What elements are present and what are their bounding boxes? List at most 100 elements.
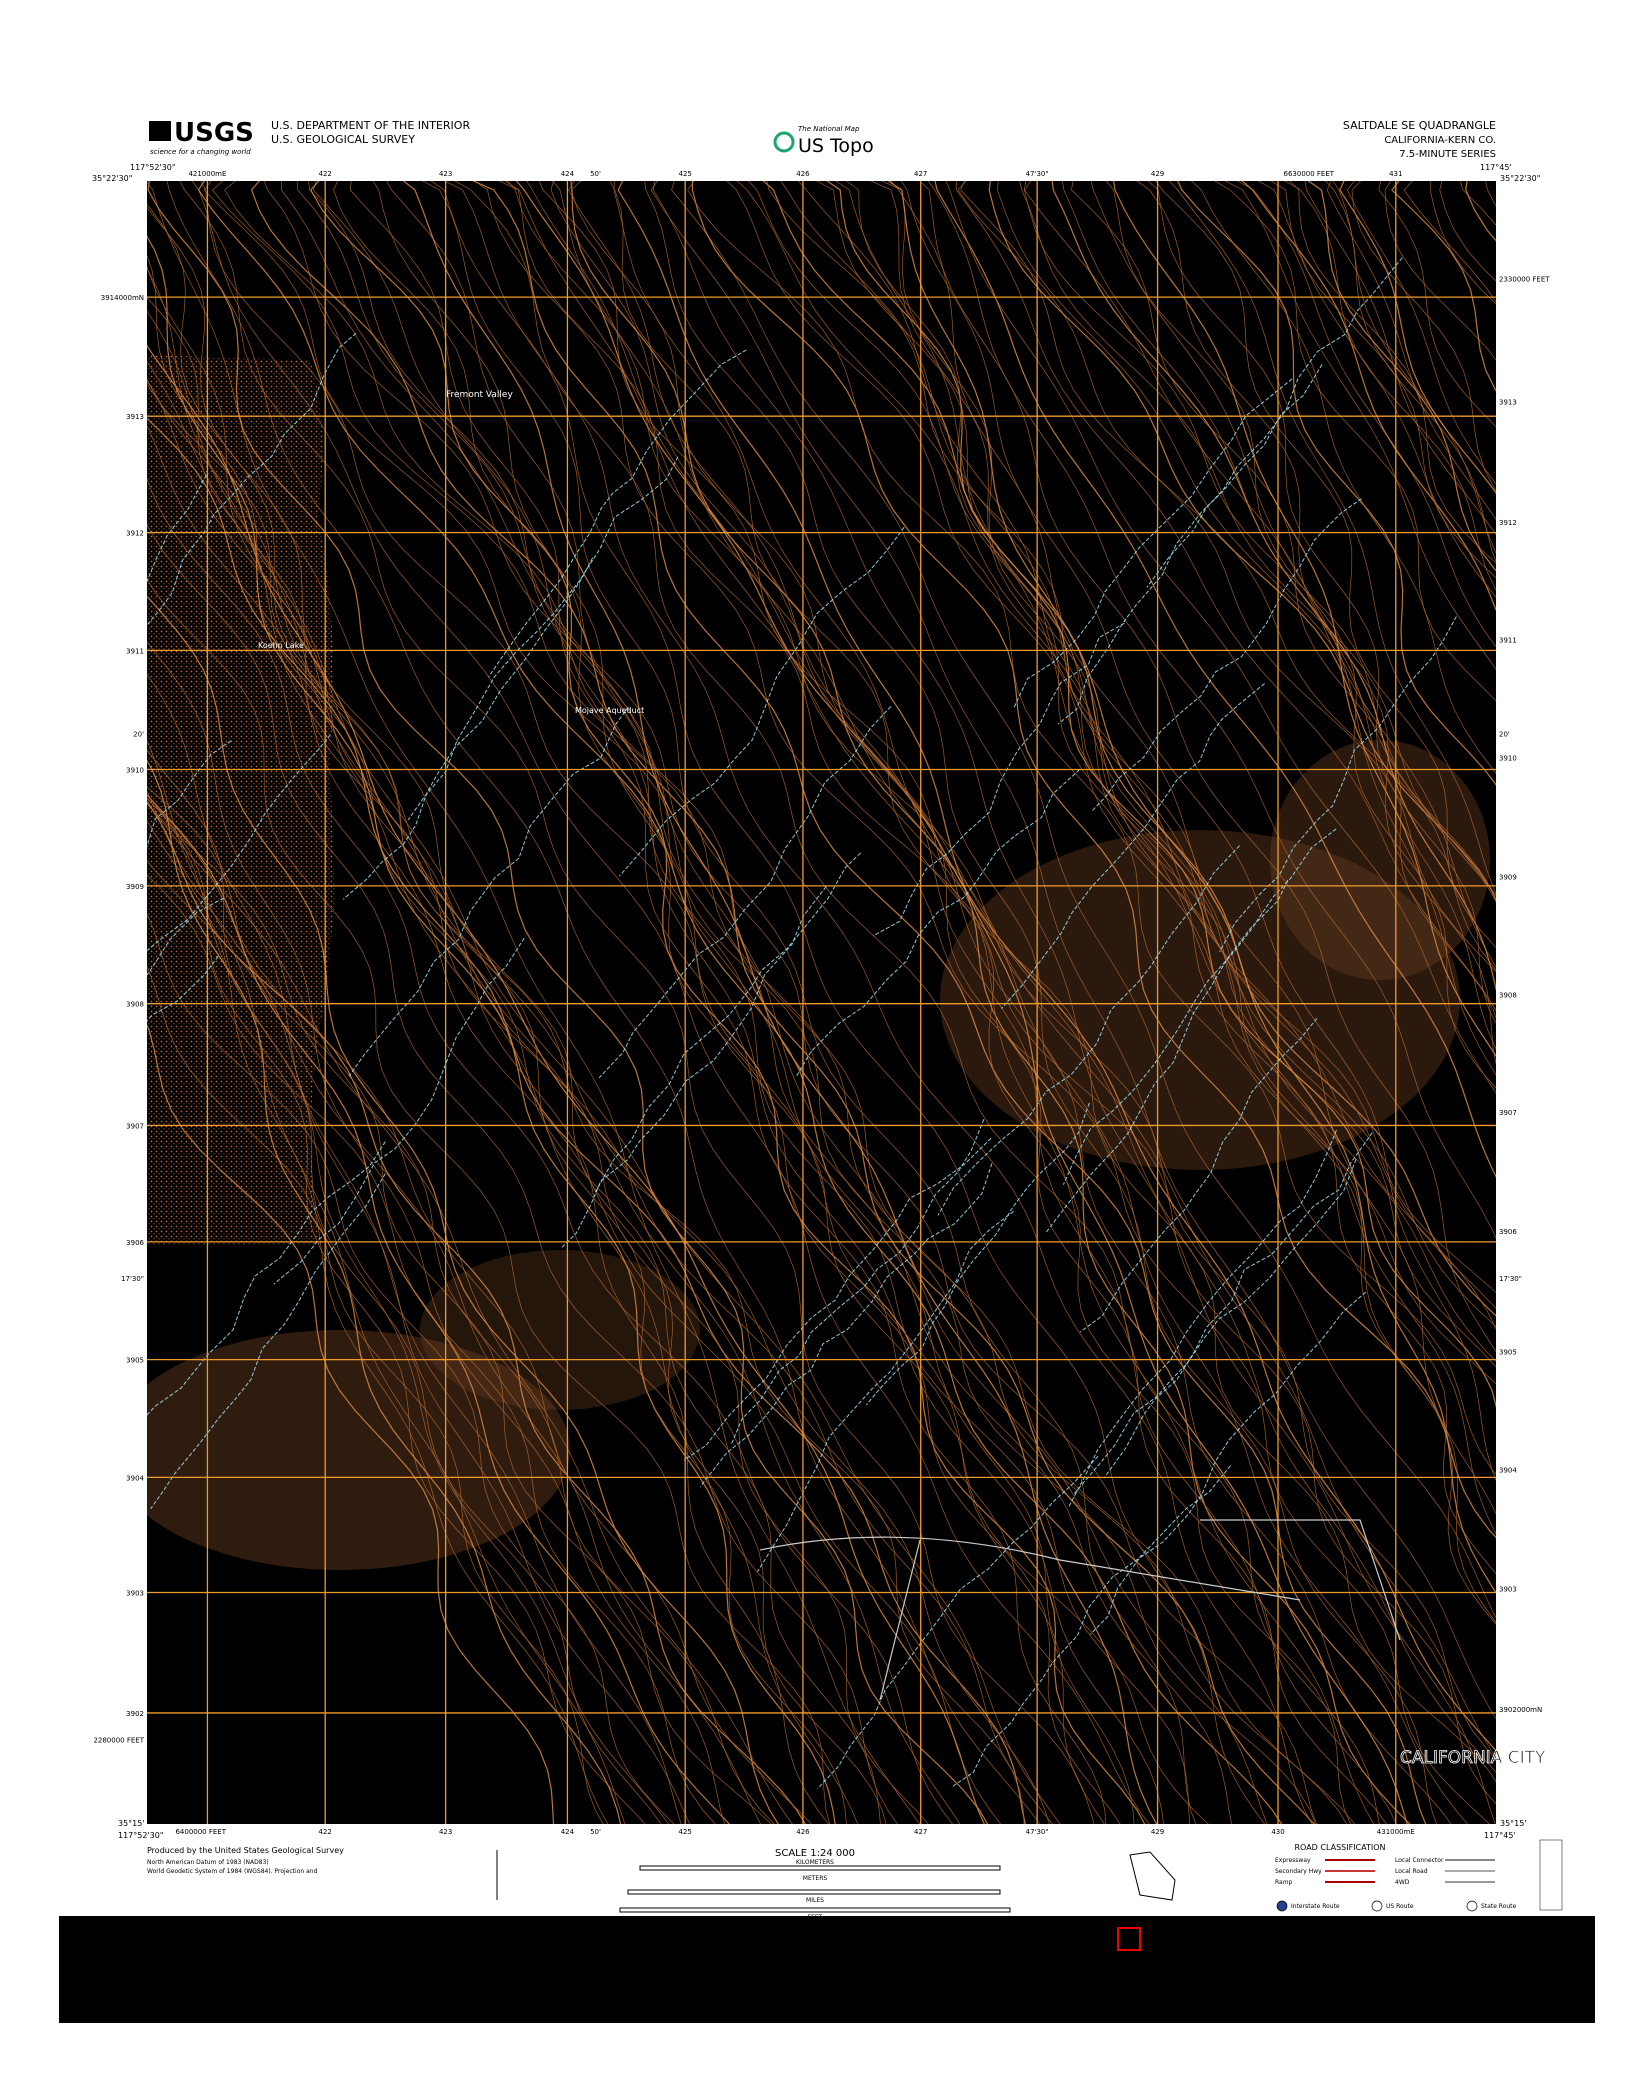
dry-lake	[147, 355, 335, 1245]
stream	[1045, 879, 1289, 1233]
contour-line	[147, 966, 604, 1824]
contour-line	[996, 181, 1496, 903]
grid-label: 3906	[1499, 1228, 1517, 1236]
grid-label: 3908	[1499, 991, 1517, 999]
quadrangle: SALTDALE SE QUADRANGLE	[1343, 119, 1496, 132]
stream	[348, 706, 629, 1077]
contour-line	[1024, 181, 1496, 968]
contour-line	[945, 181, 1496, 1094]
stream	[1062, 828, 1337, 1185]
stream	[407, 456, 679, 821]
contour-line	[250, 181, 1315, 1824]
contour-line	[498, 181, 1496, 1805]
contour-line	[1284, 181, 1496, 591]
grid-label: 425	[678, 170, 691, 178]
contour-line	[197, 181, 1283, 1824]
contour-line	[1339, 181, 1496, 495]
contour-line	[147, 801, 807, 1824]
contour-line	[1289, 181, 1496, 564]
contour-line	[147, 477, 953, 1824]
grid-label: 431	[1389, 170, 1402, 178]
stream	[147, 474, 207, 583]
route-label: State Route	[1481, 1903, 1517, 1910]
contour-line	[1556, 170, 1638, 1830]
contour-line	[617, 181, 1408, 1824]
program-small: The National Map	[798, 125, 860, 133]
grid-label: 3911	[126, 647, 144, 655]
grid-label: 50'	[590, 1828, 601, 1836]
contour-line	[147, 382, 1025, 1824]
program: US Topo	[798, 135, 874, 157]
contour-line	[147, 759, 622, 1824]
stream	[872, 622, 1125, 937]
stream	[1057, 364, 1323, 725]
contour-line	[1304, 181, 1496, 536]
contour-line	[386, 181, 1135, 1824]
place-label: Koehn Lake	[258, 641, 304, 650]
contour-line	[1168, 181, 1496, 895]
scale-unit: FEET	[808, 1914, 823, 1921]
contour-line	[147, 379, 1054, 1824]
contour-line	[691, 181, 1496, 1539]
contour-line	[147, 798, 812, 1824]
contour-line	[919, 181, 1496, 1353]
grid-label: 2280000 FEET	[93, 1737, 144, 1745]
contour-line	[780, 181, 1496, 1309]
stream	[1090, 1291, 1367, 1635]
scale-bar	[639, 1865, 1001, 1871]
contour-line	[203, 181, 1316, 1824]
contour-line	[1625, 170, 1638, 1830]
contour-line	[281, 181, 1268, 1824]
contour-line	[538, 181, 1496, 1783]
route-label: Interstate Route	[1291, 1903, 1340, 1910]
contour-line	[1062, 181, 1496, 1050]
grid-label: 3912	[126, 530, 144, 538]
contour-line	[147, 297, 929, 1824]
contour-line	[1346, 181, 1496, 485]
grid-label: 6630000 FEET	[1284, 170, 1335, 178]
contour-line	[1112, 181, 1496, 1057]
grid-label: 47'30"	[1026, 170, 1049, 178]
stream	[1091, 498, 1362, 812]
contour-line	[1237, 181, 1496, 648]
grid-label: 429	[1151, 170, 1164, 178]
contour-line	[1614, 170, 1638, 1830]
contour-line	[147, 797, 646, 1824]
contour-line	[650, 181, 1496, 1720]
department: U.S. DEPARTMENT OF THE INTERIOR	[271, 119, 470, 132]
contour-line	[147, 874, 716, 1824]
grid-label: 17'30"	[121, 1275, 144, 1283]
contour-line	[726, 181, 1496, 1385]
stream	[147, 740, 232, 848]
contour-line	[372, 181, 1105, 1824]
series: 7.5-MINUTE SERIES	[1399, 149, 1496, 160]
grid-label: 6400000 FEET	[175, 1828, 226, 1836]
contour-line	[1257, 181, 1496, 598]
contour-line	[797, 181, 1496, 1330]
contour-line	[870, 181, 1496, 1623]
grid-label: 3911	[1499, 637, 1517, 645]
grid-label: 427	[914, 1828, 927, 1836]
survey: U.S. GEOLOGICAL SURVEY	[271, 133, 415, 146]
contour-line	[1051, 181, 1496, 992]
contour-line	[552, 181, 1468, 1824]
grid-label: 3904	[1499, 1466, 1517, 1474]
stream	[147, 734, 331, 952]
scale-bar	[627, 1889, 1001, 1895]
stream	[147, 1141, 386, 1416]
stream	[683, 1137, 992, 1461]
grid-label: 429	[1151, 1828, 1164, 1836]
grid-label: 3909	[126, 883, 144, 891]
stream	[488, 349, 747, 678]
black-band	[59, 1916, 1595, 2023]
contour-line	[1326, 181, 1496, 520]
grid-label: 424	[561, 170, 575, 178]
contour-line	[1544, 170, 1638, 1830]
contour-line	[430, 181, 1265, 1824]
contour-line	[526, 181, 1496, 1773]
contour-line	[887, 181, 1496, 1594]
stream	[865, 1102, 1090, 1406]
contour-line	[147, 181, 921, 1824]
contour-line	[570, 181, 1411, 1824]
stream	[699, 1163, 993, 1488]
